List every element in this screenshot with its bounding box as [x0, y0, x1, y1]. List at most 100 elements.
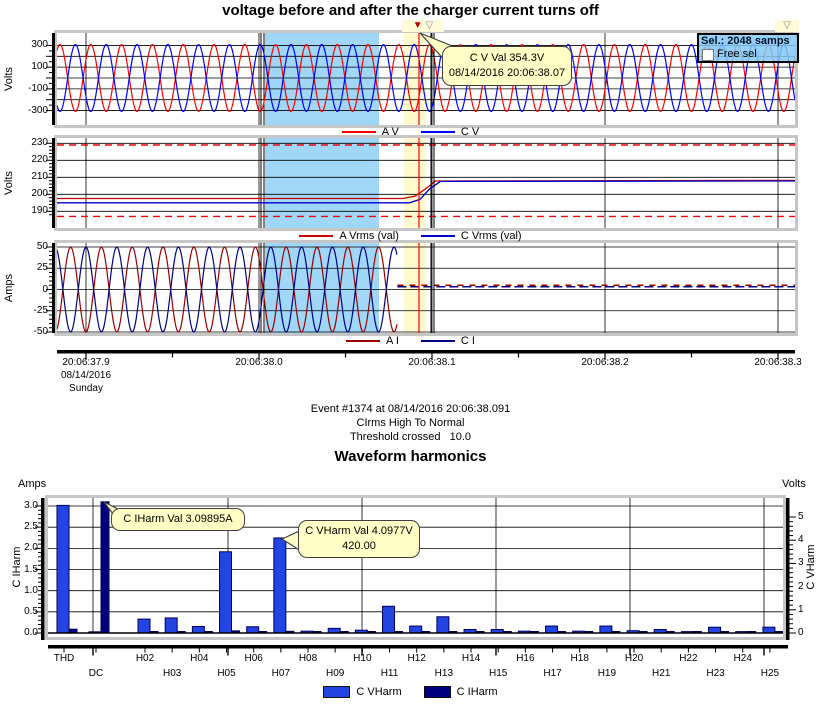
active-cursor-marker-icon[interactable]: ▼: [412, 20, 423, 31]
tick-label: 210: [31, 171, 48, 183]
cursor-time-text: 08/14/2016 20:06:38.07: [448, 67, 566, 79]
tick-label: H11: [380, 668, 399, 679]
tick-label: H12: [407, 653, 426, 664]
tick-label: H24: [733, 653, 752, 664]
legend-swatch: [420, 131, 455, 133]
tick-label: H20: [624, 653, 644, 664]
selection-samples-label: Sel.: 2048 samps: [701, 35, 790, 47]
tick-label: 3.0: [24, 500, 38, 511]
legend-swatch: [423, 686, 451, 698]
time-tick-label: 20:06:38.0: [235, 357, 283, 368]
tick-label: -25: [33, 304, 48, 316]
right-marker-strip: ▽: [775, 20, 799, 32]
tick-label: H04: [190, 653, 209, 664]
right-cursor-marker-icon[interactable]: ▽: [783, 20, 791, 31]
current-waveform-chart[interactable]: [54, 240, 798, 336]
cursor-marker-strip: ▼ ▽: [402, 20, 444, 32]
tick-label: H23: [706, 668, 725, 679]
tick-label: 1: [798, 603, 804, 615]
legend-label: C VHarm: [356, 686, 402, 698]
harmonics-legend: C VHarm C IHarm: [0, 686, 821, 698]
harmonics-title: Waveform harmonics: [334, 448, 487, 465]
chart1-y-unit: Volts: [3, 67, 15, 91]
event-type-line: CIrms High To Normal: [356, 417, 465, 429]
vrms-chart[interactable]: [54, 135, 798, 231]
tick-label: 2.0: [24, 542, 38, 554]
cursor-marker-icon[interactable]: ▽: [425, 20, 434, 31]
tick-label: 4: [798, 534, 804, 546]
tick-label: THD: [53, 653, 75, 664]
tick-label: H17: [543, 668, 562, 679]
tick-label: 0: [42, 283, 48, 295]
iharm-tooltip-text: C IHarm Val 3.09895A: [123, 513, 233, 525]
legend-label: A I: [386, 335, 399, 347]
legend-swatch: [420, 235, 455, 237]
tick-label: H05: [217, 668, 236, 679]
tick-label: 2.5: [24, 521, 38, 533]
legend-label: C IHarm: [456, 686, 498, 698]
tick-label: 1.5: [24, 563, 38, 575]
time-tick-label: 20:06:37.9: [62, 357, 110, 368]
tick-label: 100: [31, 61, 48, 73]
tick-label: 300: [31, 39, 48, 51]
selection-info-box[interactable]: Sel.: 2048 samps Free sel: [697, 33, 799, 63]
harmonics-right-unit: Volts: [782, 478, 806, 490]
tick-label: 3: [798, 557, 804, 569]
time-axis-sublabel: Sunday: [69, 383, 103, 394]
time-tick-label: 20:06:38.1: [408, 357, 456, 368]
tick-label: H19: [597, 668, 617, 679]
tick-label: 190: [31, 205, 48, 217]
tick-label: H15: [489, 668, 508, 679]
vharm-tooltip-freq: 420.00: [342, 540, 376, 552]
time-tick-label: 20:06:38.2: [581, 357, 629, 368]
tick-label: H16: [516, 653, 535, 664]
page-title: voltage before and after the charger cur…: [222, 2, 599, 19]
tick-label: DC: [88, 668, 104, 679]
event-threshold-line: Threshold crossed 10.0: [349, 431, 472, 443]
legend-swatch: [341, 131, 376, 133]
tick-label: H13: [434, 668, 454, 679]
time-tick-label: 20:06:38.3: [754, 357, 802, 368]
tick-label: H07: [271, 668, 291, 679]
vrms-legend: A Vrms (val) C Vrms (val): [0, 230, 821, 242]
legend-swatch: [420, 340, 455, 342]
legend-label: C Vrms (val): [460, 230, 522, 242]
legend-label: A V: [381, 126, 399, 138]
tick-label: 0.5: [24, 605, 38, 617]
free-sel-checkbox[interactable]: [702, 48, 714, 61]
tick-label: -100: [27, 82, 48, 94]
tick-label: H08: [298, 653, 318, 664]
vharm-tooltip: C VHarm Val 4.0977V 420.00: [298, 520, 420, 558]
tick-label: 0.0: [24, 627, 38, 638]
event-summary-line: Event #1374 at 08/14/2016 20:06:38.091: [310, 403, 511, 415]
tick-label: -300: [27, 104, 48, 116]
legend-swatch: [299, 235, 334, 237]
tick-label: H18: [570, 653, 589, 664]
tick-label: H10: [353, 653, 372, 664]
tick-label: 230: [31, 137, 48, 149]
free-sel-label: Free sel: [717, 48, 757, 60]
tick-label: H03: [162, 668, 182, 679]
tick-label: H14: [461, 653, 481, 664]
tick-label: 200: [31, 188, 48, 200]
cursor-value-text: C V Val 354.3V: [469, 52, 545, 64]
tick-label: H21: [652, 668, 671, 679]
tick-label: 50: [36, 241, 48, 252]
tick-label: 5: [798, 511, 804, 522]
voltage-cursor-tooltip: C V Val 354.3V 08/14/2016 20:06:38.07: [442, 46, 572, 86]
tick-label: 25: [36, 262, 48, 274]
voltage-waveform-chart[interactable]: [54, 30, 798, 128]
tick-label: 220: [31, 154, 48, 166]
tick-label: 0: [798, 627, 804, 638]
legend-swatch: [346, 340, 381, 342]
tick-label: H25: [760, 668, 780, 679]
iharm-tooltip: C IHarm Val 3.09895A: [111, 508, 245, 531]
tick-label: -50: [33, 326, 48, 337]
tick-label: H09: [326, 668, 345, 679]
tick-label: 2: [798, 580, 804, 592]
vharm-tooltip-value: C VHarm Val 4.0977V: [305, 525, 413, 537]
tick-label: H06: [244, 653, 263, 664]
